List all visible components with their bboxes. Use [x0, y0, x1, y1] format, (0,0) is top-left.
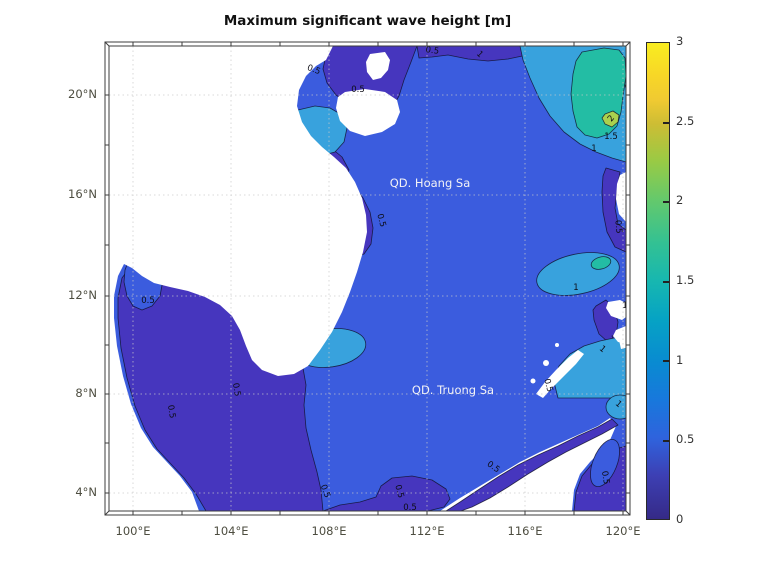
contour-label: 0.5: [541, 378, 554, 394]
contour-label: 1: [622, 301, 627, 311]
contour-label: 1.5: [621, 82, 634, 98]
land-mindoro-island: [606, 300, 626, 320]
colorbar-tick-label: 3: [676, 34, 684, 48]
land-islet: [530, 378, 536, 384]
colorbar-tick: [663, 440, 669, 442]
x-tick-label: 116°E: [507, 524, 543, 538]
x-tick-label: 104°E: [213, 524, 249, 538]
sea-region-max-spot: [601, 110, 620, 128]
contour-label: 0.5: [612, 220, 623, 234]
colorbar-tick-label: 0: [676, 512, 684, 526]
colorbar-tick-label: 0.5: [676, 432, 695, 446]
land-luzon-coast: [616, 172, 626, 222]
sea-region-luzon-strait-teal: [570, 47, 626, 139]
sea-region-teal-spot: [590, 256, 612, 270]
land-palawan-island: [536, 350, 584, 398]
y-tick-label: 4°N: [75, 485, 97, 499]
land-mainland-indochina: [109, 46, 367, 511]
plot-title: Maximum significant wave height [m]: [223, 13, 512, 29]
contour-label: 0.5: [306, 63, 322, 77]
colorbar-tick-label: 1.5: [676, 273, 695, 287]
contour-label: 0.5: [318, 483, 332, 499]
contour-label: 1: [474, 49, 485, 60]
y-tick-label: 12°N: [68, 288, 97, 302]
contour-label: 1: [613, 399, 624, 410]
colorbar-tick: [663, 360, 669, 362]
contour-label: 1: [573, 283, 578, 293]
contour-label: 2: [606, 113, 617, 124]
contour-label: 1: [591, 144, 596, 154]
y-tick-label: 8°N: [75, 386, 97, 400]
map-frame: [104, 41, 631, 516]
colorbar: [646, 42, 670, 520]
land-leizhou-peninsula: [366, 52, 390, 80]
sea-region-se-cyan-blob: [605, 394, 626, 420]
label-truong-sa: QD. Truong Sa: [412, 383, 494, 397]
land-islet: [543, 360, 549, 366]
contour-label: 0.5: [392, 484, 405, 500]
contour-label: 1.5: [604, 132, 618, 142]
contour-label: 0.5: [403, 503, 417, 513]
contour-label: 0.5: [425, 45, 440, 57]
contour-label: 0.5: [599, 470, 611, 485]
contour-labels: 0.5 0.5 0.5 1 1.5 2 1.5 1 0.5 1 1 1 0.5 …: [141, 45, 634, 513]
sea-region-borneo-coast-strip: [445, 418, 619, 511]
contour-label: 0.5: [141, 296, 155, 306]
colorbar-tick: [663, 201, 669, 203]
land-islet: [555, 343, 559, 347]
colorbar-tick-label: 2: [676, 193, 684, 207]
x-tick-label: 120°E: [605, 524, 641, 538]
label-hoang-sa: QD. Hoang Sa: [390, 176, 471, 190]
contour-label: 0.5: [165, 404, 177, 419]
colorbar-tick-label: 2.5: [676, 114, 695, 128]
contour-label: 1: [597, 344, 608, 355]
x-tick-label: 112°E: [409, 524, 445, 538]
contour-label: 0.5: [351, 85, 365, 95]
x-tick-label: 100°E: [115, 524, 151, 538]
contour-label: 0.5: [230, 382, 242, 397]
x-tick-label: 108°E: [311, 524, 347, 538]
sea-region-south-coast-blob: [322, 475, 451, 511]
land-ne-palawan-islet: [619, 338, 626, 349]
sea-region-sulu-blue-patch: [590, 438, 620, 488]
frame-tick: [105, 42, 630, 515]
grid-lines: [109, 46, 626, 511]
contour-label: 0.5: [374, 213, 387, 229]
y-tick-label: 16°N: [68, 187, 97, 201]
colorbar-tick: [663, 122, 669, 124]
y-tick-label: 20°N: [68, 87, 97, 101]
colorbar-tick-label: 1: [676, 353, 684, 367]
land-hainan-island: [336, 89, 400, 136]
colorbar-tick: [663, 281, 669, 283]
